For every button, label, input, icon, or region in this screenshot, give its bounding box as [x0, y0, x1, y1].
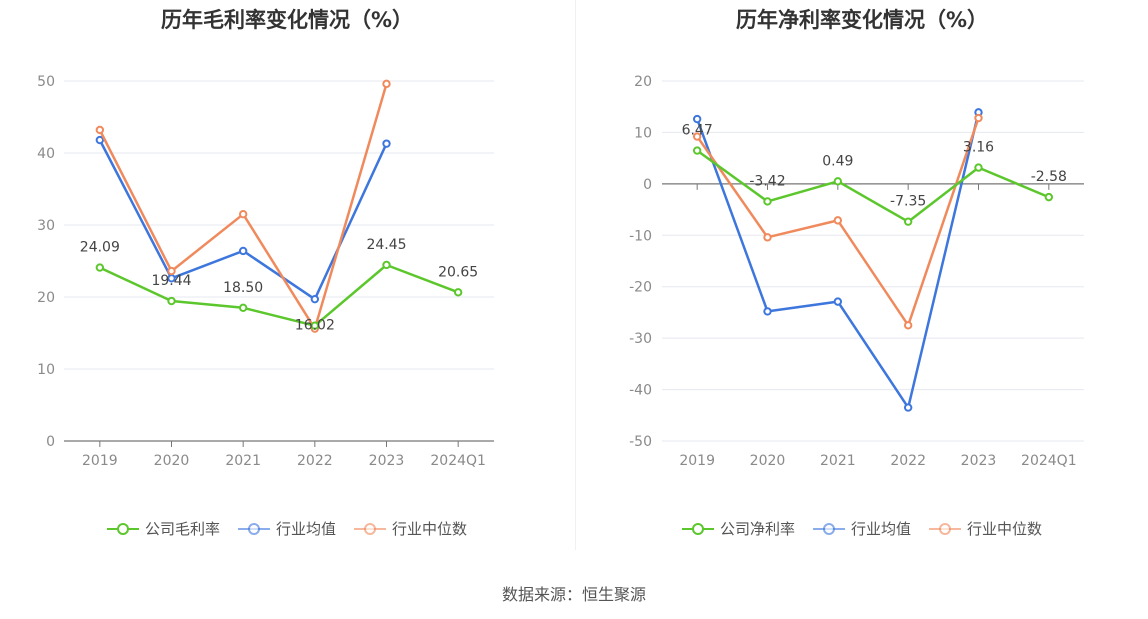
y-tick-label: 30: [37, 218, 55, 234]
legend-item[interactable]: 行业均值: [812, 518, 911, 539]
data-point-net-1[interactable]: [903, 403, 913, 412]
y-tick-label: 40: [37, 146, 55, 162]
y-tick-label: -40: [629, 383, 652, 399]
x-tick-label: 2024Q1: [430, 453, 486, 469]
chart-title-gross-margin: 历年毛利率变化情况（%）: [160, 8, 414, 32]
data-point-net-2[interactable]: [763, 233, 772, 242]
data-point-net-0[interactable]: [833, 177, 843, 186]
y-tick-label: 20: [634, 74, 652, 90]
legend-swatch-icon: [354, 522, 386, 536]
data-label: -7.35: [890, 194, 926, 210]
legend-item[interactable]: 行业中位数: [354, 518, 467, 539]
data-label: 3.16: [963, 140, 994, 156]
x-tick-label: 2020: [154, 453, 190, 469]
y-tick-label: -10: [629, 228, 652, 244]
data-label: -2.58: [1031, 169, 1067, 185]
data-point-gross-0[interactable]: [95, 263, 105, 272]
legend-label: 公司毛利率: [144, 520, 220, 538]
x-tick-label: 2023: [369, 453, 405, 469]
data-point-gross-0[interactable]: [167, 296, 176, 306]
data-point-net-1[interactable]: [692, 114, 702, 124]
data-point-gross-0[interactable]: [310, 321, 320, 330]
data-point-net-0[interactable]: [903, 217, 913, 226]
legend-item[interactable]: 公司净利率: [681, 518, 795, 539]
data-point-gross-2[interactable]: [238, 210, 248, 219]
data-label: 19.44: [151, 273, 191, 289]
net-margin-plot: -50 -40 -30 -20 -10 0 10 20 2019 2020 2021 2022 2023…: [629, 74, 1084, 469]
legend-label: 行业中位数: [967, 520, 1043, 538]
series-line-gross-1: [98, 139, 388, 301]
gross-margin-legend: 公司毛利率 行业均值 行业中位数: [0, 518, 574, 539]
x-tick-label: 2022: [890, 453, 926, 469]
y-tick-label: 10: [634, 125, 652, 141]
legend-swatch-icon: [929, 522, 961, 536]
data-label: 20.65: [438, 264, 478, 280]
x-tick-label: 2021: [225, 453, 261, 469]
data-point-net-2[interactable]: [692, 132, 702, 141]
data-label: 6.47: [682, 123, 713, 139]
legend-item[interactable]: 行业均值: [237, 518, 336, 539]
legend-swatch-icon: [237, 522, 270, 536]
x-tick-label: 2019: [82, 453, 118, 469]
gross-margin-chart: 历年毛利率变化情况（%） 0 10 20 30 40 50 2019 2020 2021 2022…: [0, 0, 574, 560]
data-point-net-2[interactable]: [903, 321, 913, 330]
x-tick-label: 2024Q1: [1021, 453, 1077, 469]
legend-label: 行业均值: [275, 520, 336, 538]
data-label: 0.49: [822, 153, 853, 169]
data-point-gross-1[interactable]: [382, 139, 391, 148]
legend-swatch-icon: [106, 522, 139, 536]
data-point-gross-0[interactable]: [382, 260, 391, 270]
data-point-gross-1[interactable]: [310, 294, 320, 304]
net-margin-chart: 历年净利率变化情况（%） -50 -40 -30 -20 -10 0 10 20 2019 202…: [576, 0, 1148, 560]
data-point-gross-2[interactable]: [95, 125, 105, 135]
y-tick-label: 0: [46, 434, 55, 450]
x-tick-label: 2019: [679, 453, 715, 469]
y-tick-label: -30: [629, 331, 652, 347]
legend-label: 公司净利率: [719, 520, 795, 538]
x-tick-label: 2021: [820, 453, 856, 469]
data-point-gross-2[interactable]: [167, 266, 176, 276]
data-label: 16.02: [295, 318, 335, 334]
net-margin-legend: 公司净利率 行业均值 行业中位数: [576, 518, 1148, 539]
y-tick-label: -20: [629, 280, 652, 296]
x-tick-label: 2020: [750, 453, 786, 469]
y-tick-label: -50: [629, 434, 652, 450]
x-tick-label: 2022: [297, 453, 333, 469]
legend-item[interactable]: 行业中位数: [929, 518, 1042, 539]
data-point-gross-0[interactable]: [238, 303, 248, 312]
panel-divider: [575, 0, 576, 550]
x-tick-label: 2023: [961, 453, 997, 469]
data-label: 24.09: [80, 240, 120, 256]
chart-title-net-margin: 历年净利率变化情况（%）: [735, 8, 989, 32]
data-label: 24.45: [366, 237, 406, 253]
legend-label: 行业中位数: [392, 520, 468, 538]
series-line-gross-0: [99, 263, 459, 327]
data-point-gross-0[interactable]: [453, 288, 463, 297]
data-point-gross-2[interactable]: [382, 79, 391, 89]
data-point-gross-1[interactable]: [238, 246, 248, 256]
y-tick-label: 0: [643, 177, 652, 193]
data-point-net-0[interactable]: [1044, 192, 1054, 202]
data-point-net-2[interactable]: [833, 216, 843, 225]
data-point-net-0[interactable]: [763, 197, 772, 206]
gross-margin-plot: 0 10 20 30 40 50 2019 2020 2021 2022 2023 2024Q1 24.…: [37, 74, 494, 469]
legend-swatch-icon: [812, 522, 845, 536]
data-label: 18.50: [223, 280, 263, 296]
legend-label: 行业均值: [850, 520, 911, 538]
legend-swatch-icon: [681, 522, 714, 536]
data-label: -3.42: [749, 173, 785, 189]
data-source-note: 数据来源：恒生聚源: [501, 585, 646, 604]
data-point-net-0[interactable]: [974, 163, 983, 172]
series-line-net-0: [696, 149, 1050, 223]
y-tick-label: 50: [37, 74, 55, 90]
data-point-net-0[interactable]: [692, 146, 702, 155]
data-point-net-2[interactable]: [974, 113, 983, 123]
data-point-net-1[interactable]: [763, 307, 772, 316]
y-tick-label: 20: [37, 290, 55, 306]
y-tick-label: 10: [37, 362, 55, 378]
legend-item[interactable]: 公司毛利率: [106, 518, 220, 539]
data-point-gross-1[interactable]: [95, 135, 105, 145]
data-point-net-1[interactable]: [833, 297, 843, 306]
